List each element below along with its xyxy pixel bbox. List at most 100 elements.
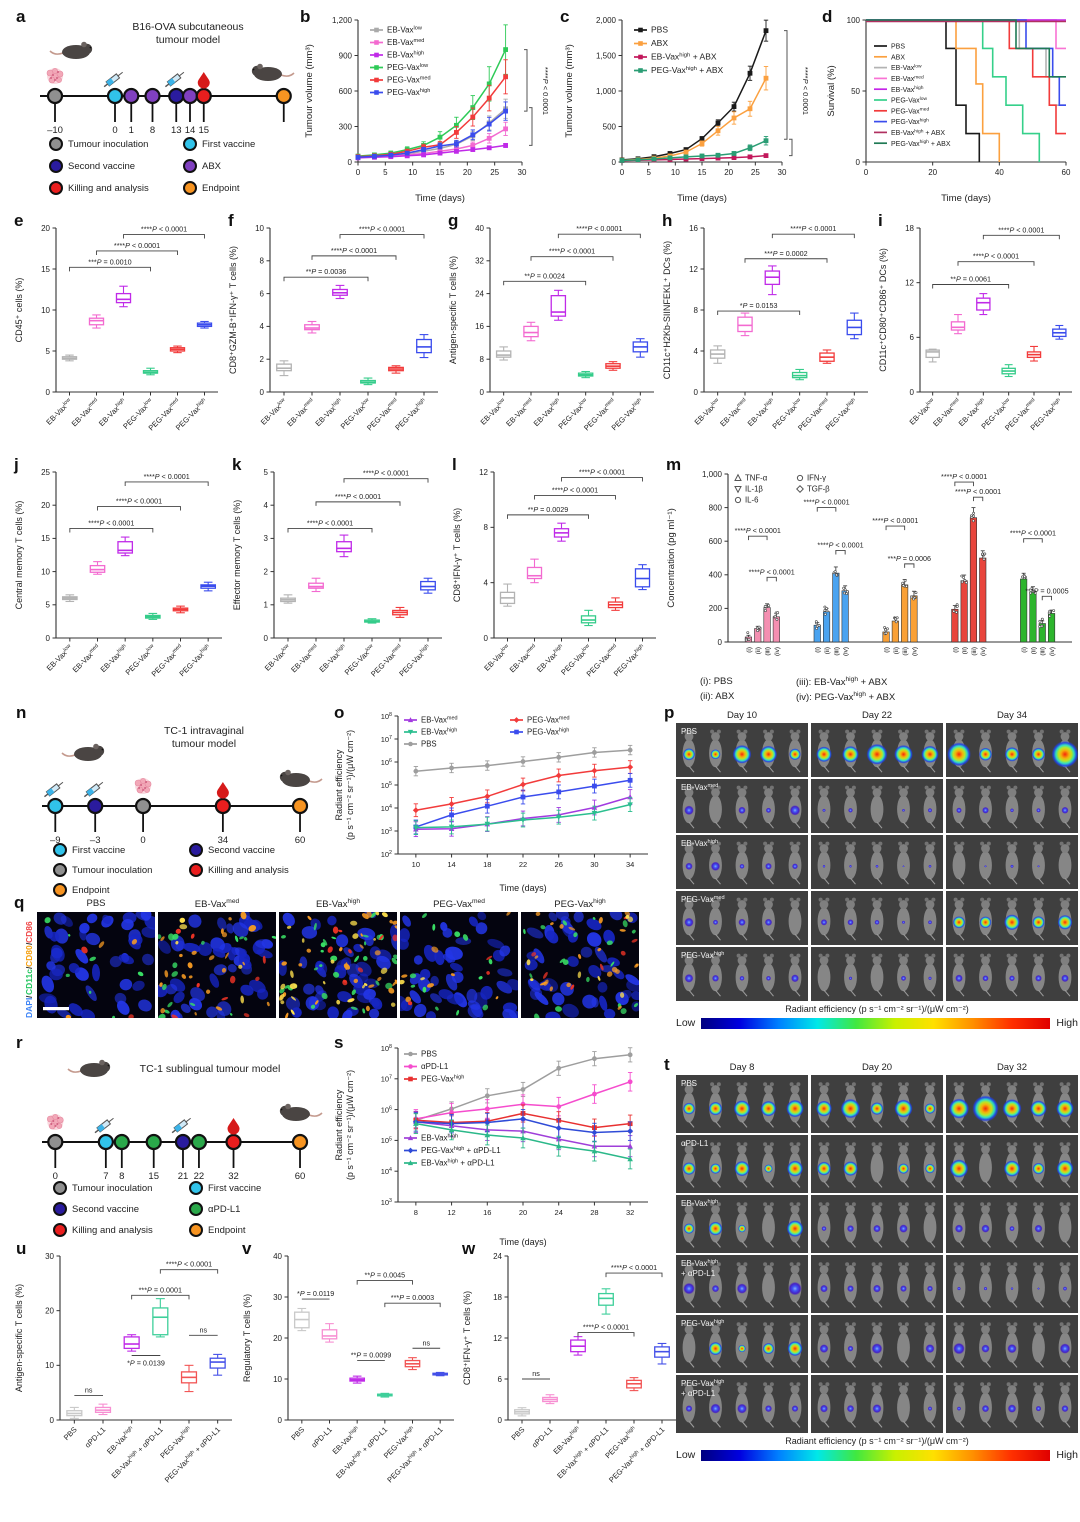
box-0 [276,360,292,377]
svg-text:**P = 0.0036: **P = 0.0036 [306,267,347,276]
svg-text:ABX: ABX [891,54,905,61]
svg-text:****P < 0.0001: ****P < 0.0001 [583,1323,629,1332]
panel-m-label: m [666,455,682,474]
svg-text:4: 4 [484,578,489,587]
mouse-icon [279,1103,323,1121]
svg-text:Killing and analysis: Killing and analysis [208,865,289,876]
colorbar-gradient [701,1449,1051,1461]
svg-text:8: 8 [484,523,489,532]
series-peg-vax-med- [412,760,634,818]
svg-text:20: 20 [273,1334,282,1343]
svg-text:500: 500 [603,122,617,131]
box-5 [654,1342,670,1365]
box-1 [304,320,320,334]
svg-text:****P < 0.0001: ****P < 0.0001 [735,526,781,535]
svg-text:(ii): (ii) [962,647,969,654]
svg-text:****P < 0.0001: ****P < 0.0001 [941,472,987,481]
day-headers: Day 8 Day 20 Day 32 [676,1062,1078,1073]
svg-text:****P < 0.0001: ****P < 0.0001 [611,1263,657,1272]
svg-text:****P < 0.0001: ****P < 0.0001 [803,498,849,507]
svg-text:IFN-γ: IFN-γ [807,474,826,483]
svg-text:**P = 0.0045: **P = 0.0045 [365,1271,406,1280]
svg-text:PBS: PBS [62,1425,79,1442]
svg-text:1,500: 1,500 [596,51,617,60]
svg-text:****P < 0.0001: ****P < 0.0001 [955,487,1001,496]
svg-text:****P < 0.0001: ****P < 0.0001 [541,67,550,115]
panel-q-label: q [14,893,25,912]
svg-text:15: 15 [148,1171,159,1182]
micro-column-label: EB-Vaxmed [194,898,240,911]
svg-text:60: 60 [295,835,306,846]
svg-text:Radiant efficiency: Radiant efficiency [334,749,344,820]
bioluminescence-grid-sublingual: Day 8 Day 20 Day 32 PBS αPD-L1 EB-Vaxhigh EB-V… [676,1062,1078,1461]
legend: EB-Vaxlow EB-Vaxmed EB-Vaxhigh PEG-Vaxlow PE… [370,26,431,97]
svg-text:αPD-L1: αPD-L1 [681,1139,709,1148]
tumour-icon [46,68,64,84]
series-peg-vax-high- [413,772,633,835]
box-2 [976,293,991,316]
box-2 [115,285,132,308]
svg-text:(ii): (ii) [1030,647,1037,654]
timeline-event [123,87,140,105]
box-5 [196,320,213,329]
svg-text:(i): (i) [952,647,959,653]
bar-group-2 [882,579,918,643]
boxplot-siinfekl-dcs: 0481216EB-VaxlowEB-VaxmedEB-VaxhighPEG-V… [662,224,868,432]
svg-text:PEG-Vaxmed: PEG-Vaxmed [681,895,725,904]
svg-text:****P < 0.0001: ****P < 0.0001 [363,469,409,478]
svg-text:Radiant efficiency: Radiant efficiency [334,1089,344,1160]
svg-text:(i): (i) [1021,647,1028,653]
svg-text:5: 5 [264,468,269,477]
svg-text:ABX: ABX [202,161,222,172]
svg-text:PEG-Vaxhigh: PEG-Vaxhigh [612,643,647,678]
timeline-event [106,87,124,105]
svg-text:PEG-Vaxhigh: PEG-Vaxhigh [393,397,428,432]
svg-text:First vaccine: First vaccine [208,1183,261,1194]
svg-text:(iv): (iv) [774,647,781,656]
svg-text:(iii): (iii) [902,647,909,656]
svg-text:PEG-Vaxhigh: PEG-Vaxhigh [610,397,645,432]
box-0 [499,583,516,607]
svg-text:**P = 0.0029: **P = 0.0029 [528,505,569,514]
svg-text:20: 20 [45,1306,54,1315]
svg-text:(iv): (iv) [1049,647,1056,656]
timeline-event [113,1133,130,1151]
svg-text:PEG-Vaxhigh: PEG-Vaxhigh [387,88,430,97]
timeline-event [47,797,64,815]
svg-text:0: 0 [46,634,51,643]
svg-text:****P < 0.0001: ****P < 0.0001 [144,472,190,481]
svg-text:(iii): (iii) [833,647,840,656]
colorbar-caption: Radiant efficiency (p s⁻¹ cm⁻² sr⁻¹)/(μW… [785,1004,969,1014]
svg-text:105: 105 [381,1136,392,1145]
timeline-legend: First vaccine Tumour inoculation Endpoint S… [53,843,289,897]
svg-text:****P < 0.0001: ****P < 0.0001 [307,518,353,527]
tumour-icon [46,1114,64,1130]
svg-text:30: 30 [590,860,598,869]
box-1 [737,312,753,337]
panel-u-label: u [16,1239,27,1258]
svg-text:34: 34 [218,835,229,846]
blood-drop-icon [216,782,229,799]
svg-text:PEG-Vaxhigh: PEG-Vaxhigh [177,643,212,678]
svg-text:15: 15 [41,534,50,543]
svg-text:108: 108 [381,712,392,721]
box-0 [925,348,940,363]
boxplot-central-memory: 0510152025EB-VaxlowEB-VaxmedEB-VaxhighPE… [14,468,222,678]
channel-legend: DAPI / CD11c / CD80/CD86 [24,921,34,1018]
svg-text:EB-Vaxhigh + ABX: EB-Vaxhigh + ABX [891,128,945,137]
svg-text:300: 300 [339,122,353,131]
timeline-event [168,87,185,105]
svg-text:CD8⁺GZM-B⁺IFN-γ⁺ T cells (%): CD8⁺GZM-B⁺IFN-γ⁺ T cells (%) [228,246,238,374]
svg-text:0: 0 [264,634,269,643]
svg-text:PBS: PBS [509,1425,526,1442]
timeline-event [291,797,309,815]
condition-legend-row: (ii): ABX (iv): PEG-Vaxhigh + ABX [700,691,1072,703]
svg-text:–9: –9 [50,835,61,846]
svg-text:PEG-Vaxhigh: PEG-Vaxhigh [681,1319,724,1328]
axes: 0246810EB-VaxlowEB-VaxmedEB-VaxhighPEG-V… [228,224,438,432]
syringe-icon [94,1117,114,1134]
svg-text:12: 12 [905,278,914,287]
svg-text:PBS: PBS [681,1079,697,1088]
timeline-event [275,87,292,105]
svg-text:12: 12 [689,265,698,274]
